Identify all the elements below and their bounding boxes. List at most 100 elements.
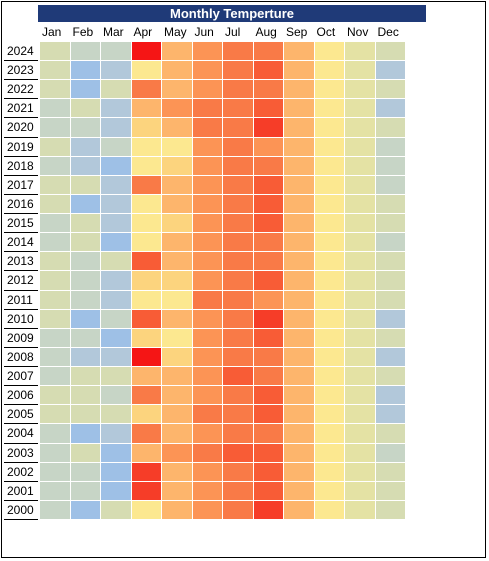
heatmap-cell[interactable] xyxy=(223,137,253,156)
heatmap-cell[interactable] xyxy=(101,405,131,424)
heatmap-cell[interactable] xyxy=(345,347,375,367)
heatmap-cell[interactable] xyxy=(40,462,70,481)
heatmap-cell[interactable] xyxy=(223,118,253,137)
heatmap-cell[interactable] xyxy=(345,481,375,500)
heatmap-cell[interactable] xyxy=(70,271,100,290)
heatmap-cell[interactable] xyxy=(162,424,192,443)
heatmap-cell[interactable] xyxy=(162,156,192,175)
heatmap-cell[interactable] xyxy=(314,42,344,61)
heatmap-cell[interactable] xyxy=(284,99,314,118)
heatmap-cell[interactable] xyxy=(375,137,405,156)
heatmap-cell[interactable] xyxy=(192,252,222,271)
heatmap-cell[interactable] xyxy=(375,367,405,386)
heatmap-cell[interactable] xyxy=(375,309,405,328)
heatmap-cell[interactable] xyxy=(192,443,222,462)
heatmap-cell[interactable] xyxy=(131,214,161,233)
heatmap-cell[interactable] xyxy=(162,252,192,271)
heatmap-cell[interactable] xyxy=(192,328,222,347)
heatmap-cell[interactable] xyxy=(253,290,283,309)
heatmap-cell[interactable] xyxy=(131,271,161,290)
heatmap-cell[interactable] xyxy=(375,61,405,80)
heatmap-cell[interactable] xyxy=(223,443,253,462)
heatmap-cell[interactable] xyxy=(223,175,253,194)
heatmap-cell[interactable] xyxy=(162,118,192,137)
heatmap-cell[interactable] xyxy=(70,347,100,367)
heatmap-cell[interactable] xyxy=(345,137,375,156)
heatmap-cell[interactable] xyxy=(314,233,344,252)
heatmap-cell[interactable] xyxy=(192,290,222,309)
heatmap-cell[interactable] xyxy=(314,347,344,367)
heatmap-cell[interactable] xyxy=(162,233,192,252)
heatmap-cell[interactable] xyxy=(162,214,192,233)
heatmap-cell[interactable] xyxy=(345,424,375,443)
heatmap-cell[interactable] xyxy=(345,42,375,61)
heatmap-cell[interactable] xyxy=(162,271,192,290)
heatmap-cell[interactable] xyxy=(375,424,405,443)
heatmap-cell[interactable] xyxy=(375,214,405,233)
heatmap-cell[interactable] xyxy=(101,443,131,462)
heatmap-cell[interactable] xyxy=(375,405,405,424)
heatmap-cell[interactable] xyxy=(101,233,131,252)
heatmap-cell[interactable] xyxy=(223,194,253,214)
heatmap-cell[interactable] xyxy=(375,347,405,367)
heatmap-cell[interactable] xyxy=(70,328,100,347)
year-label-2005[interactable]: 2005 xyxy=(4,405,38,425)
heatmap-cell[interactable] xyxy=(101,290,131,309)
heatmap-cell[interactable] xyxy=(70,175,100,194)
heatmap-cell[interactable] xyxy=(40,386,70,405)
heatmap-cell[interactable] xyxy=(253,252,283,271)
heatmap-cell[interactable] xyxy=(314,61,344,80)
heatmap-cell[interactable] xyxy=(40,156,70,175)
heatmap-cell[interactable] xyxy=(131,252,161,271)
heatmap-cell[interactable] xyxy=(314,462,344,481)
heatmap-cell[interactable] xyxy=(314,175,344,194)
year-label-2010[interactable]: 2010 xyxy=(4,310,38,329)
heatmap-cell[interactable] xyxy=(314,118,344,137)
heatmap-cell[interactable] xyxy=(345,99,375,118)
heatmap-cell[interactable] xyxy=(284,118,314,137)
heatmap-cell[interactable] xyxy=(131,194,161,214)
heatmap-cell[interactable] xyxy=(192,194,222,214)
heatmap-cell[interactable] xyxy=(284,194,314,214)
heatmap-cell[interactable] xyxy=(314,386,344,405)
month-header-jun[interactable]: Jun xyxy=(194,25,214,39)
heatmap-cell[interactable] xyxy=(162,290,192,309)
heatmap-cell[interactable] xyxy=(192,42,222,61)
heatmap-cell[interactable] xyxy=(375,462,405,481)
heatmap-cell[interactable] xyxy=(223,252,253,271)
heatmap-cell[interactable] xyxy=(253,500,283,519)
heatmap-cell[interactable] xyxy=(314,99,344,118)
heatmap-cell[interactable] xyxy=(253,118,283,137)
heatmap-cell[interactable] xyxy=(284,405,314,424)
heatmap-cell[interactable] xyxy=(223,61,253,80)
heatmap-cell[interactable] xyxy=(375,156,405,175)
heatmap-cell[interactable] xyxy=(223,386,253,405)
heatmap-cell[interactable] xyxy=(284,137,314,156)
heatmap-cell[interactable] xyxy=(223,424,253,443)
heatmap-cell[interactable] xyxy=(253,61,283,80)
heatmap-cell[interactable] xyxy=(314,405,344,424)
year-label-2008[interactable]: 2008 xyxy=(4,348,38,368)
heatmap-cell[interactable] xyxy=(131,386,161,405)
heatmap-cell[interactable] xyxy=(131,80,161,99)
heatmap-cell[interactable] xyxy=(253,137,283,156)
heatmap-cell[interactable] xyxy=(40,118,70,137)
heatmap-cell[interactable] xyxy=(101,99,131,118)
heatmap-cell[interactable] xyxy=(192,347,222,367)
heatmap-cell[interactable] xyxy=(70,61,100,80)
year-label-2016[interactable]: 2016 xyxy=(4,195,38,215)
heatmap-cell[interactable] xyxy=(345,500,375,519)
year-label-2019[interactable]: 2019 xyxy=(4,138,38,157)
heatmap-cell[interactable] xyxy=(345,118,375,137)
month-header-sep[interactable]: Sep xyxy=(286,25,308,39)
year-label-2020[interactable]: 2020 xyxy=(4,118,38,138)
heatmap-cell[interactable] xyxy=(284,80,314,99)
heatmap-cell[interactable] xyxy=(223,99,253,118)
heatmap-cell[interactable] xyxy=(40,328,70,347)
month-header-dec[interactable]: Dec xyxy=(377,25,399,39)
heatmap-cell[interactable] xyxy=(284,462,314,481)
heatmap-cell[interactable] xyxy=(345,367,375,386)
heatmap-cell[interactable] xyxy=(162,405,192,424)
heatmap-cell[interactable] xyxy=(162,443,192,462)
heatmap-cell[interactable] xyxy=(375,175,405,194)
